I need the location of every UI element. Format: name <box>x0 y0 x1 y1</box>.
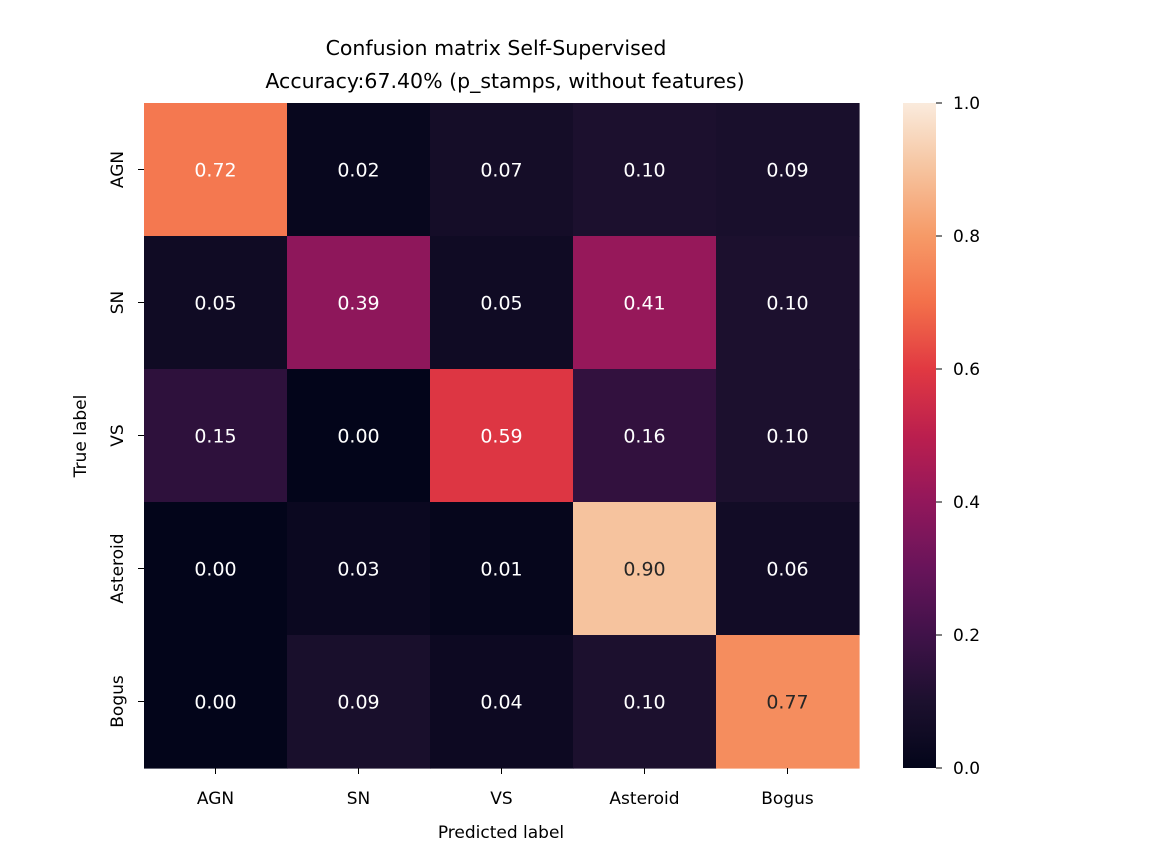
heatmap-cell <box>430 103 574 237</box>
cell-value-label: 0.05 <box>194 293 236 315</box>
x-tick-labels: AGN SN VS Asteroid Bogus <box>197 768 814 809</box>
heatmap-cell <box>573 236 717 370</box>
y-tick-label: VS <box>108 424 128 446</box>
cell-value-label: 0.00 <box>337 426 379 448</box>
cell-value-label: 0.02 <box>337 160 379 182</box>
cell-value-label: 0.39 <box>337 293 379 315</box>
y-tick-label: Bogus <box>108 675 128 728</box>
heatmap-cell <box>430 502 574 636</box>
heatmap-cell <box>430 369 574 503</box>
heatmap-cell <box>716 103 860 237</box>
colorbar-tick-label: 0.4 <box>953 493 980 513</box>
cell-value-label: 0.15 <box>194 426 236 448</box>
heatmap-cell <box>716 502 860 636</box>
heatmap-cell <box>573 103 717 237</box>
cell-value-label: 0.06 <box>766 559 808 581</box>
heatmap-cell <box>430 635 574 769</box>
heatmap-cell <box>573 502 717 636</box>
cell-value-label: 0.41 <box>623 293 665 315</box>
heatmap-cell <box>144 369 288 503</box>
cell-value-label: 0.10 <box>766 293 808 315</box>
cell-value-label: 0.10 <box>766 426 808 448</box>
y-tick-label: Asteroid <box>108 533 128 603</box>
cell-value-label: 0.00 <box>194 692 236 714</box>
cell-value-label: 0.00 <box>194 559 236 581</box>
heatmap-cell <box>144 103 288 237</box>
y-tick-label: SN <box>108 291 128 315</box>
heatmap-cell <box>287 103 431 237</box>
colorbar: 0.0 0.2 0.4 0.6 0.8 1.0 <box>903 94 980 779</box>
cell-value-label: 0.59 <box>480 426 522 448</box>
y-axis-label: True label <box>71 395 91 479</box>
heatmap-cell <box>573 369 717 503</box>
cell-value-label: 0.05 <box>480 293 522 315</box>
x-tick-label: Asteroid <box>609 789 679 809</box>
heatmap-cell <box>716 369 860 503</box>
x-tick-label: VS <box>490 789 512 809</box>
heatmap-cell <box>287 369 431 503</box>
cell-value-label: 0.03 <box>337 559 379 581</box>
colorbar-scale <box>903 103 936 768</box>
x-axis-label: Predicted label <box>438 823 564 843</box>
x-tick-label: SN <box>347 789 371 809</box>
heatmap-cell <box>144 635 288 769</box>
heatmap-cell <box>430 236 574 370</box>
cell-value-label: 0.90 <box>623 559 665 581</box>
x-tick-label: AGN <box>197 789 234 809</box>
cell-value-label: 0.77 <box>766 692 808 714</box>
cell-value-label: 0.04 <box>480 692 522 714</box>
heatmap-cell <box>144 236 288 370</box>
colorbar-tick-label: 0.2 <box>953 626 980 646</box>
heatmap-cell <box>287 236 431 370</box>
chart-title: Confusion matrix Self-Supervised <box>326 36 667 60</box>
colorbar-tick-label: 0.6 <box>953 360 980 380</box>
heatmap-cell <box>716 236 860 370</box>
cell-value-label: 0.01 <box>480 559 522 581</box>
heatmap-cell <box>287 635 431 769</box>
colorbar-tick-label: 1.0 <box>953 94 980 114</box>
heatmap-cell <box>287 502 431 636</box>
x-tick-label: Bogus <box>761 789 814 809</box>
colorbar-tick-label: 0.0 <box>953 759 980 779</box>
colorbar-tick-label: 0.8 <box>953 227 980 247</box>
heatmap-cell <box>573 635 717 769</box>
cell-value-label: 0.09 <box>766 160 808 182</box>
y-tick-label: AGN <box>108 151 128 188</box>
heatmap: 0.72 0.02 0.07 0.10 0.09 0.05 0.39 0.05 0.41 0.10… <box>144 103 860 769</box>
y-tick-labels: AGN SN VS Asteroid Bogus <box>108 151 144 728</box>
cell-value-label: 0.10 <box>623 692 665 714</box>
cell-value-label: 0.16 <box>623 426 665 448</box>
heatmap-cell <box>716 635 860 769</box>
heatmap-cell <box>144 502 288 636</box>
cell-value-label: 0.07 <box>480 160 522 182</box>
cell-value-label: 0.72 <box>194 160 236 182</box>
cell-value-label: 0.10 <box>623 160 665 182</box>
chart-subtitle: Accuracy:67.40% (p_stamps, without featu… <box>265 69 744 94</box>
cell-value-label: 0.09 <box>337 692 379 714</box>
